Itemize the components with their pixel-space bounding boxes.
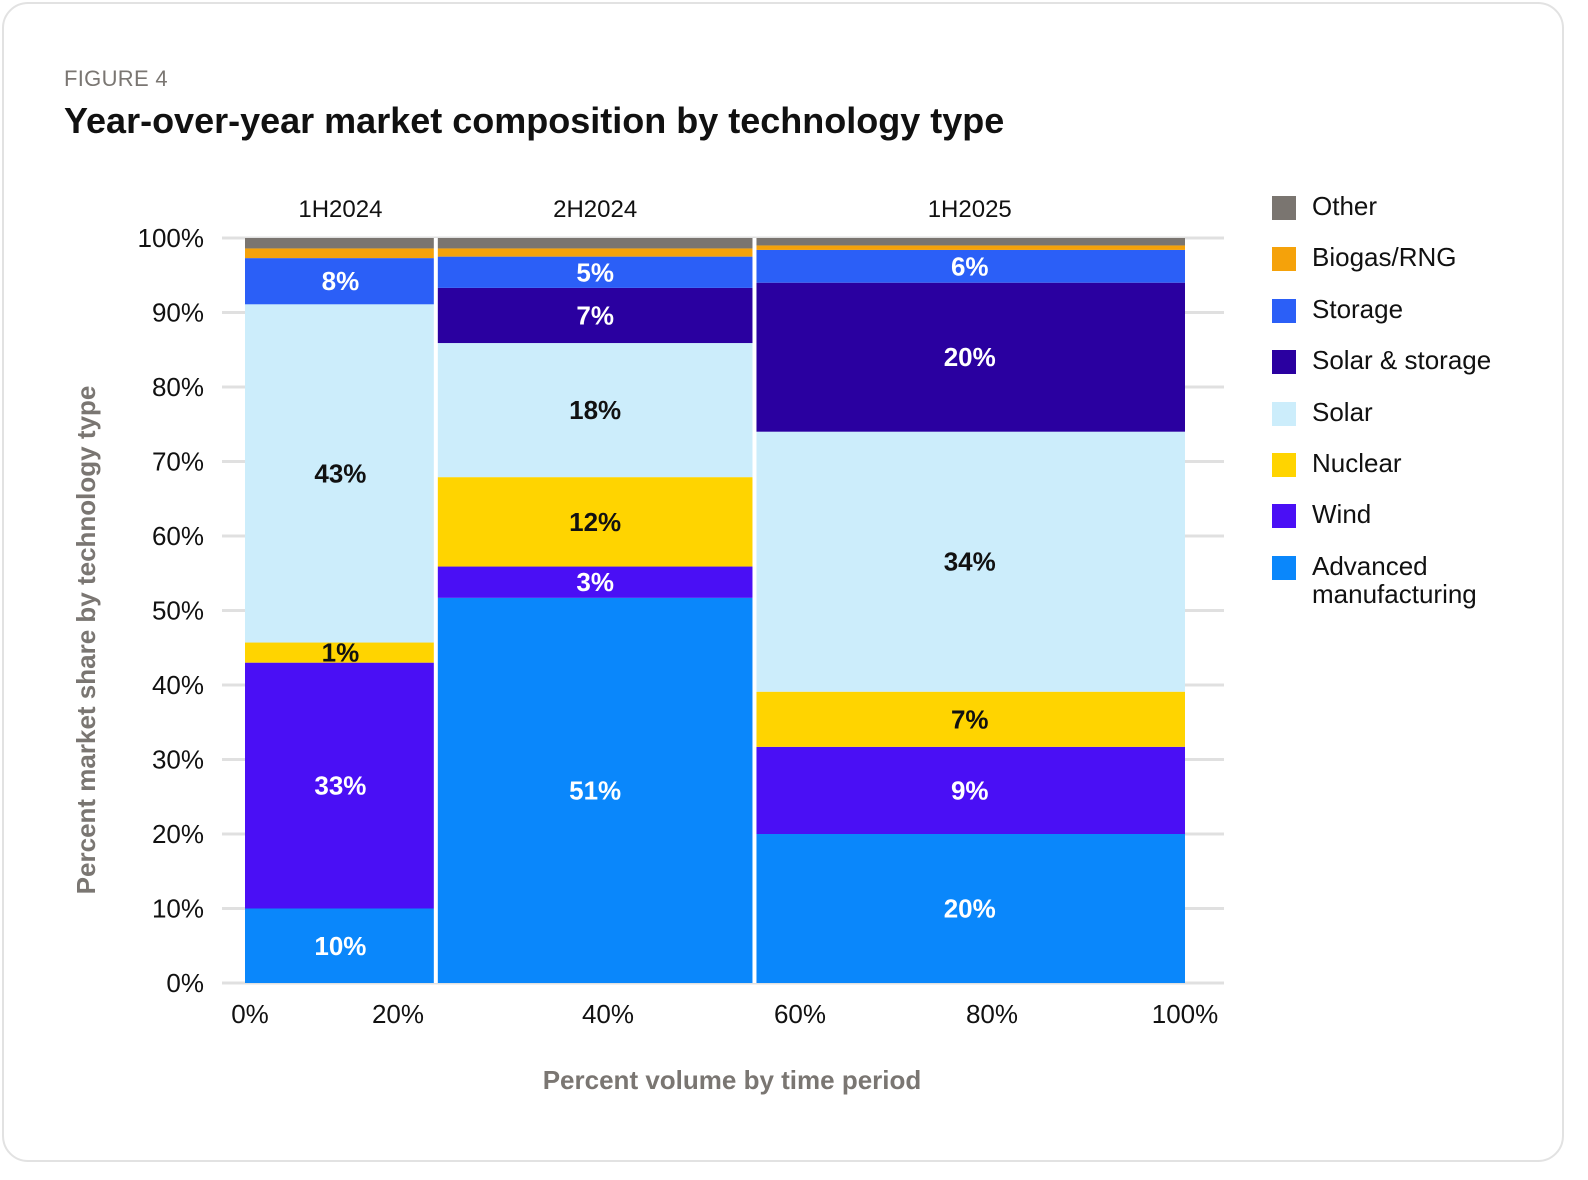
bar-segment [245,662,436,909]
y-tick-label: 100% [138,223,205,253]
data-label: 5% [576,257,614,287]
figure-label: FIGURE 4 [64,66,168,91]
data-label: 7% [951,704,989,734]
x-tick-label: 0% [231,999,269,1029]
data-label: 51% [569,775,621,805]
bar-segment [435,597,755,983]
legend-swatch [1272,298,1296,323]
x-tick-label: 40% [582,999,634,1029]
x-tick-label: 100% [1152,999,1219,1029]
y-tick-label: 10% [152,894,204,924]
y-tick-label: 50% [152,596,204,626]
legend-swatch [1272,504,1296,529]
bar-segment [435,238,755,249]
legend-label: Storage [1312,293,1404,324]
category-label: 1H2025 [928,196,1012,223]
legend-label: Solar [1312,396,1373,427]
y-tick-label: 80% [152,372,204,402]
bar-segment [435,477,755,567]
data-label: 18% [569,395,621,425]
bar-segment [754,691,1185,747]
data-label: 12% [569,507,621,537]
bar-segment [245,642,436,663]
data-label: 20% [944,894,996,924]
legend-label: Solar & storage [1312,345,1492,376]
data-label: 1% [322,638,360,668]
bar-segment [435,287,755,344]
data-label: 9% [951,775,989,805]
x-tick-label: 20% [372,999,424,1029]
bar-segment [435,566,755,598]
legend-swatch [1272,350,1296,375]
bar-segment [754,282,1185,432]
category-label: 1H2024 [298,196,382,223]
y-tick-label: 70% [152,447,204,477]
bar-segment [245,908,436,983]
y-axis-title: Percent market share by technology type [71,386,101,895]
legend-swatch [1272,452,1296,477]
data-label: 43% [314,458,366,488]
bar-segment [435,343,755,478]
data-label: 33% [314,771,366,801]
data-label: 34% [944,547,996,577]
category-label: 2H2024 [553,196,637,223]
bar-segment [754,249,1185,283]
y-tick-label: 30% [152,745,204,775]
legend-swatch [1272,401,1296,426]
x-axis-title: Percent volume by time period [543,1065,922,1095]
y-tick-label: 0% [166,968,204,998]
legend-swatch [1272,247,1296,272]
legend-label: Advanced manufacturing [1312,550,1477,609]
legend-swatch [1272,555,1296,580]
data-label: 7% [576,300,614,330]
legend-label: Other [1312,191,1378,221]
data-label: 10% [314,931,366,961]
bar-segment [754,431,1185,692]
data-label: 20% [944,342,996,372]
chart-title: Year-over-year market composition by tec… [64,100,1005,141]
legend-label: Nuclear [1312,447,1402,478]
legend-label: Biogas/RNG [1312,242,1457,273]
x-tick-label: 80% [966,999,1018,1029]
legend-swatch [1272,196,1296,220]
y-tick-label: 60% [152,521,204,551]
legend-label: Wind [1312,499,1372,530]
bar-segment [754,238,1185,246]
bar-segment [245,304,436,643]
bar-segment [435,256,755,288]
data-label: 6% [951,251,989,281]
bar-segment [754,834,1185,983]
bar-segment [754,746,1185,834]
y-tick-label: 20% [152,819,204,849]
x-tick-label: 60% [774,999,826,1029]
bar-segment [245,238,436,249]
bar-segment [754,245,1185,250]
bar-segment [435,248,755,257]
data-label: 8% [322,266,360,296]
y-tick-label: 90% [152,298,204,328]
y-tick-label: 40% [152,670,204,700]
data-label: 3% [576,567,614,597]
bar-segment [245,258,436,305]
bar-segment [245,248,436,259]
